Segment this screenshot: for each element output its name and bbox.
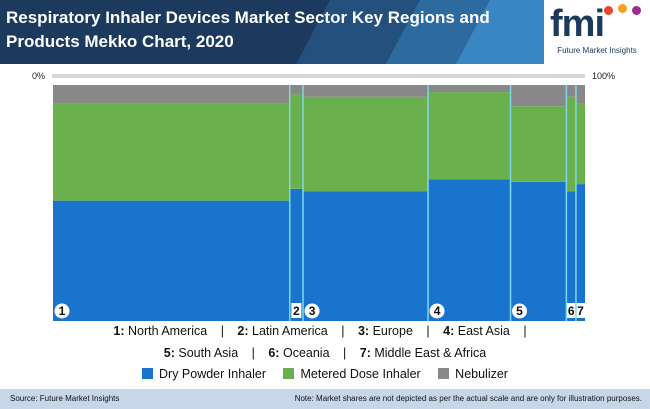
region-marker [566,303,577,318]
region-marker [429,303,445,319]
region-marker [512,303,528,319]
bar-segment-metered-dose [575,103,585,185]
legend-separator: | [251,346,255,360]
bar-segment-metered-dose [428,92,511,180]
bar-segment-dry-powder [575,184,585,321]
legend-separator: | [220,324,224,338]
region-number-label: 5 [516,304,523,318]
region-number-label: 7 [577,304,584,318]
axis-label-right: 100% [592,71,616,81]
region-marker [291,303,302,318]
footer-note: Note: Market shares are not depicted as … [294,394,642,403]
bar-segment-nebulizer [428,85,511,93]
legend-item-metered-dose: Metered Dose Inhaler [283,367,421,381]
legend-swatch [438,368,450,379]
legend-separator: | [523,324,527,338]
region-legend-row-1: 1: North America | 2: Latin America | 3:… [0,324,650,338]
region-number-label: 4 [434,304,441,318]
legend-region-num: 5: [163,346,175,360]
legend-swatch [283,368,295,379]
legend-item-dry-powder: Dry Powder Inhaler [142,367,266,381]
bar-segment-dry-powder [53,200,290,321]
legend-region-name: Middle East & Africa [374,346,487,360]
legend-separator: | [426,324,430,338]
chart-title: Respiratory Inhaler Devices Market Secto… [6,8,490,51]
legend-series-label: Nebulizer [455,367,508,381]
legend-region-name: East Asia [457,324,510,338]
bar-segment-nebulizer [575,85,585,104]
logo-subtitle: Future Market Insights [557,46,637,55]
footer: Source: Future Market Insights Note: Mar… [0,389,650,409]
legend-region-name: Europe [372,324,413,338]
region-marker [304,303,320,319]
logo-dot-icon [604,6,613,15]
bar-segment-dry-powder [510,181,567,321]
series-legend: Dry Powder Inhaler Metered Dose Inhaler … [0,367,650,381]
bar-segment-dry-powder [566,191,576,321]
legend-region-name: South Asia [178,346,239,360]
bar-segment-nebulizer [510,85,567,107]
legend-region-num: 1: [113,324,125,338]
legend-region-num: 4: [443,324,455,338]
bar-segment-dry-powder [303,191,429,321]
chart-header: Respiratory Inhaler Devices Market Secto… [0,0,650,64]
bar-segment-metered-dose [53,103,290,201]
legend-swatch [142,368,153,379]
bar-segment-dry-powder [289,188,304,321]
legend-region-name: Latin America [252,324,328,338]
legend-item-nebulizer: Nebulizer [438,367,508,381]
region-number-label: 6 [568,304,575,318]
legend-region-num: 6: [268,346,280,360]
bar-segment-nebulizer [53,85,290,104]
legend-separator: | [343,346,347,360]
bar-segment-metered-dose [510,106,567,182]
region-number-label: 1 [59,304,66,318]
legend-region-name: Oceania [282,346,330,360]
region-marker [575,303,586,318]
region-number-label: 3 [309,304,316,318]
region-number-label: 2 [293,304,300,318]
legend-series-label: Dry Powder Inhaler [159,367,266,381]
bar-segment-nebulizer [289,85,304,95]
legend-separator: | [341,324,345,338]
bar-segment-nebulizer [566,85,576,97]
region-marker [54,303,70,319]
fmi-logo: fmi Future Market Insights [544,0,650,64]
logo-text: fmi [550,3,605,45]
logo-dot-icon [632,6,641,15]
legend-region-num: 3: [357,324,370,338]
axis-track [52,74,585,78]
bar-segment-nebulizer [303,85,429,97]
legend-region-num: 2: [237,324,249,338]
legend-region-name: North America [128,324,208,338]
region-legend-row-2: 5: South Asia | 6: Oceania | 7: Middle E… [0,346,650,360]
bar-segment-metered-dose [566,96,576,192]
legend-region-num: 7: [359,346,371,360]
footer-source: Source: Future Market Insights [10,394,120,403]
bar-segment-metered-dose [303,96,429,192]
logo-dot-icon [618,4,627,13]
bar-segment-dry-powder [428,179,511,321]
bar-segment-metered-dose [289,94,304,189]
axis-label-left: 0% [32,71,46,81]
legend-series-label: Metered Dose Inhaler [300,367,421,381]
